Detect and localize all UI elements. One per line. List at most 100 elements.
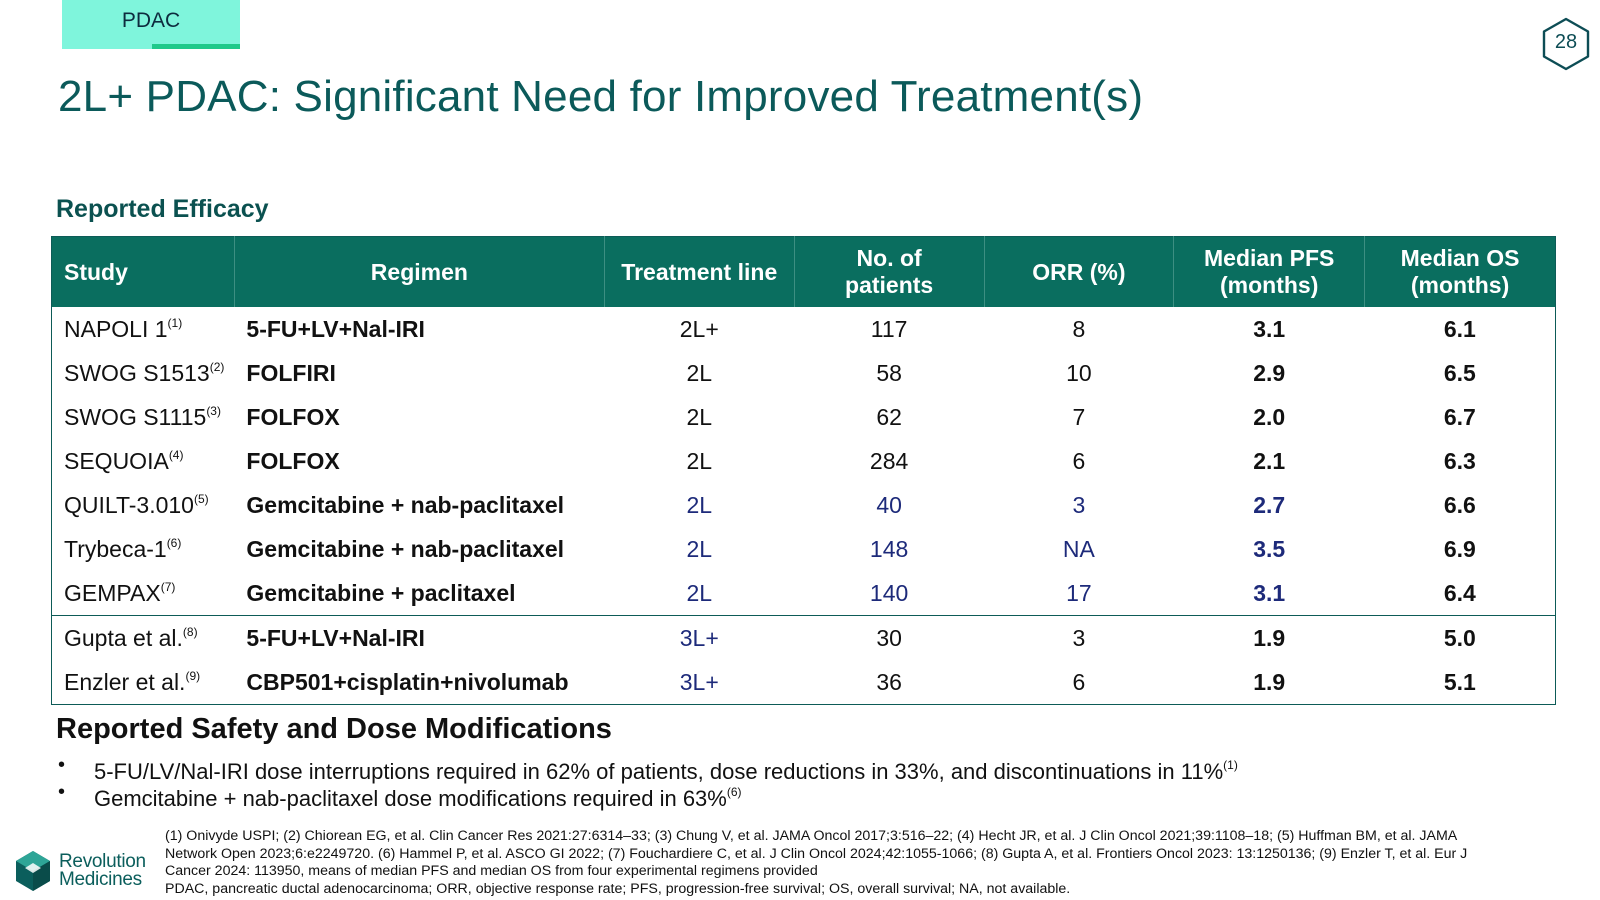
regimen-cell: 5-FU+LV+Nal-IRI <box>246 315 425 342</box>
list-item: • 5-FU/LV/Nal-IRI dose interruptions requ… <box>56 752 1238 784</box>
patients-cell: 36 <box>876 668 902 695</box>
study-reference: (6) <box>166 535 182 550</box>
study-reference: (1) <box>167 315 183 330</box>
patients-cell: 117 <box>870 315 908 342</box>
footnotes: (1) Onivyde USPI; (2) Chiorean EG, et al… <box>165 828 1505 898</box>
treatment-line-cell: 3L+ <box>679 668 719 695</box>
section-tag-label: PDAC <box>121 9 181 32</box>
table-row: SWOG S1513(2) FOLFIRI 2L 58 10 2.9 6.5 <box>52 351 1556 395</box>
treatment-line-cell: 2L <box>686 403 713 430</box>
study-reference: (4) <box>168 447 184 462</box>
bullet-reference: (1) <box>1223 758 1238 772</box>
treatment-line-cell: 2L <box>686 579 713 606</box>
regimen-cell: FOLFOX <box>246 447 340 474</box>
study-name: Enzler et al. <box>64 668 186 695</box>
study-reference: (9) <box>185 668 201 683</box>
table-row: QUILT-3.010(5) Gemcitabine + nab-paclita… <box>52 483 1556 527</box>
patients-cell: 148 <box>869 535 909 562</box>
table-row: GEMPAX(7) Gemcitabine + paclitaxel 2L 14… <box>52 571 1556 616</box>
bullet-icon: • <box>58 781 66 803</box>
treatment-line-cell: 2L <box>686 535 713 562</box>
study-name: GEMPAX <box>64 579 161 606</box>
bullet-text: Gemcitabine + nab-paclitaxel dose modifi… <box>94 786 727 811</box>
table-row: Trybeca-1(6) Gemcitabine + nab-paclitaxe… <box>52 527 1556 571</box>
os-cell: 6.5 <box>1443 359 1476 386</box>
study-cell: NAPOLI 1(1) <box>52 307 235 351</box>
header-study: Study <box>51 236 235 307</box>
os-cell: 6.6 <box>1443 491 1476 518</box>
safety-bullet-list: • 5-FU/LV/Nal-IRI dose interruptions requ… <box>56 752 1238 811</box>
os-cell: 6.9 <box>1443 535 1476 562</box>
os-cell: 6.1 <box>1443 315 1476 342</box>
study-name: QUILT-3.010 <box>64 491 194 518</box>
os-cell: 6.7 <box>1443 403 1476 430</box>
os-cell: 5.0 <box>1364 615 1556 660</box>
regimen-cell: CBP501+cisplatin+nivolumab <box>246 668 569 695</box>
os-cell: 5.1 <box>1443 668 1476 695</box>
pfs-cell: 2.7 <box>1253 491 1286 518</box>
study-name: SWOG S1115 <box>64 403 207 430</box>
header-orr: ORR (%) <box>983 236 1174 307</box>
list-item: • Gemcitabine + nab-paclitaxel dose modif… <box>56 779 1238 811</box>
orr-cell: 6 <box>1072 447 1086 474</box>
logo-line-2: Medicines <box>59 869 142 890</box>
treatment-line-cell: 2L <box>686 491 713 518</box>
study-cell: SEQUOIA(4) <box>52 439 235 483</box>
regimen-cell: Gemcitabine + nab-paclitaxel <box>246 535 565 562</box>
revolution-medicines-logo-icon <box>16 851 50 891</box>
safety-section-title: Reported Safety and Dose Modifications <box>56 713 612 745</box>
study-reference: (2) <box>209 359 225 374</box>
orr-cell: 8 <box>1072 315 1086 342</box>
patients-cell: 62 <box>876 403 902 430</box>
treatment-line-cell: 3L+ <box>604 615 795 660</box>
treatment-line-cell: 2L+ <box>679 315 719 342</box>
study-name: SEQUOIA <box>64 447 169 474</box>
orr-cell: 3 <box>984 615 1174 660</box>
study-cell: QUILT-3.010(5) <box>52 483 235 527</box>
header-pfs-line2: (months) <box>1220 272 1319 298</box>
header-os-line2: (months) <box>1410 272 1510 298</box>
study-reference: (3) <box>206 403 221 418</box>
section-tag-underline <box>152 44 240 49</box>
patients-cell: 30 <box>794 615 985 660</box>
bullet-reference: (6) <box>726 785 742 799</box>
table-row: Gupta et al.(8) 5-FU+LV+Nal-IRI 3L+ 30 3… <box>51 615 1556 660</box>
patients-cell: 58 <box>876 359 902 386</box>
header-patients: No. of patients <box>793 236 985 307</box>
header-treatment-line: Treatment line <box>603 236 795 307</box>
orr-cell: NA <box>1062 535 1095 562</box>
study-cell: Enzler et al.(9) <box>52 660 235 705</box>
table-row: SWOG S1115(3) FOLFOX 2L 62 7 2.0 6.7 <box>52 395 1556 439</box>
study-cell: SWOG S1513(2) <box>52 351 235 395</box>
header-regimen: Regimen <box>233 236 605 307</box>
header-median-os: Median OS (months) <box>1364 236 1556 307</box>
patients-cell: 140 <box>869 579 909 606</box>
study-name: SWOG S1513 <box>64 359 210 386</box>
pfs-cell: 1.9 <box>1173 615 1365 660</box>
study-reference: (5) <box>193 491 209 506</box>
pfs-cell: 3.1 <box>1253 579 1286 606</box>
pfs-cell: 3.1 <box>1253 315 1286 342</box>
os-cell: 6.4 <box>1443 579 1476 606</box>
study-name: Gupta et al. <box>64 624 183 651</box>
table-row: Enzler et al.(9) CBP501+cisplatin+nivolu… <box>52 660 1556 705</box>
header-pfs-line1: Median PFS <box>1204 245 1335 271</box>
header-os-line1: Median OS <box>1400 245 1520 271</box>
orr-cell: 17 <box>1066 579 1092 606</box>
table-row: SEQUOIA(4) FOLFOX 2L 284 6 2.1 6.3 <box>52 439 1556 483</box>
os-cell: 6.3 <box>1443 447 1476 474</box>
study-cell: GEMPAX(7) <box>52 571 235 616</box>
table-header-row: Study Regimen Treatment line No. of patie… <box>51 236 1556 307</box>
study-cell: Trybeca-1(6) <box>52 527 235 571</box>
orr-cell: 3 <box>1072 491 1086 518</box>
study-reference: (7) <box>160 579 176 594</box>
logo-line-1: Revolution <box>59 851 146 872</box>
footnote-references: (1) Onivyde USPI; (2) Chiorean EG, et al… <box>165 828 1468 879</box>
pfs-cell: 3.5 <box>1253 535 1286 562</box>
patients-cell: 284 <box>869 447 909 474</box>
pfs-cell: 2.1 <box>1253 447 1286 474</box>
section-tag: PDAC <box>62 0 240 49</box>
study-name: NAPOLI 1 <box>64 315 168 342</box>
pfs-cell: 2.0 <box>1253 403 1286 430</box>
company-logo-text: Revolution Medicines <box>59 851 146 890</box>
